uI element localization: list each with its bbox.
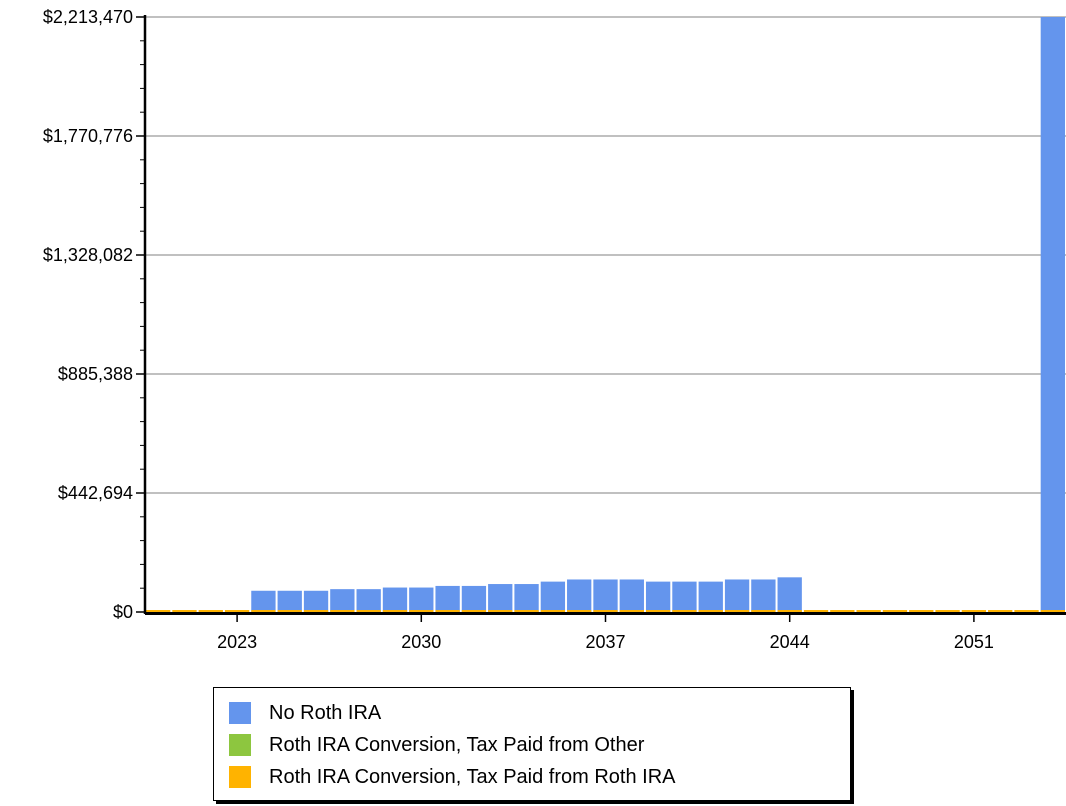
bar: [540, 610, 566, 612]
bar: [803, 610, 829, 612]
bar: [698, 610, 723, 612]
bar: [488, 610, 513, 612]
bar: [356, 610, 381, 612]
bar: [645, 581, 671, 612]
bar: [619, 579, 644, 612]
bar: [1040, 17, 1065, 612]
x-tick-label: 2044: [770, 632, 810, 652]
bar: [777, 610, 802, 612]
bar: [645, 610, 671, 612]
bar: [724, 610, 750, 612]
y-tick-label: $442,694: [58, 483, 133, 503]
bars: [146, 17, 1065, 612]
bar: [567, 579, 592, 612]
bar: [514, 610, 539, 612]
legend: No Roth IRA Roth IRA Conversion, Tax Pai…: [213, 687, 851, 801]
bar: [224, 610, 250, 612]
y-tick-label: $0: [113, 602, 133, 622]
grid-lines: [145, 16, 1066, 494]
bar: [698, 581, 723, 612]
bar: [461, 610, 487, 612]
bar: [409, 587, 434, 612]
legend-label: Roth IRA Conversion, Tax Paid from Other: [269, 733, 645, 756]
y-tick-label: $2,213,470: [43, 7, 133, 27]
chart: $0 $442,694 $885,388 $1,328,082 $1,770,776 $2…: [43, 7, 1066, 652]
legend-swatch: [229, 734, 251, 756]
bar: [619, 610, 644, 612]
bar: [724, 579, 750, 612]
bar: [593, 579, 618, 612]
bar: [330, 589, 355, 612]
y-tick-label: $885,388: [58, 364, 133, 384]
bar: [988, 610, 1013, 612]
bar: [303, 610, 329, 612]
bar: [435, 610, 460, 612]
x-tick-label: 2037: [585, 632, 625, 652]
bar: [356, 589, 381, 612]
bar: [514, 584, 539, 612]
bar: [751, 610, 776, 612]
bar: [909, 610, 934, 612]
bar: [251, 610, 276, 612]
legend-item-tax-paid-from-roth-ira: Roth IRA Conversion, Tax Paid from Roth …: [229, 764, 675, 790]
axes: [136, 15, 1066, 622]
bar: [830, 610, 855, 612]
bar: [567, 610, 592, 612]
legend-swatch: [229, 766, 251, 788]
bar: [330, 610, 355, 612]
bar: [751, 579, 776, 612]
bar: [882, 610, 908, 612]
x-tick-label: 2030: [401, 632, 441, 652]
bar: [672, 610, 697, 612]
bar: [540, 581, 566, 612]
bar: [277, 590, 302, 612]
bar: [961, 610, 987, 612]
legend-label: Roth IRA Conversion, Tax Paid from Roth …: [269, 765, 676, 788]
x-tick-label: 2023: [217, 632, 257, 652]
bar: [277, 610, 302, 612]
legend-swatch: [229, 702, 251, 724]
bar: [856, 610, 881, 612]
bar: [1014, 610, 1039, 612]
bar: [672, 581, 697, 612]
bar: [409, 610, 434, 612]
legend-label: No Roth IRA: [269, 701, 382, 724]
bar: [935, 610, 960, 612]
bar: [172, 610, 197, 612]
bar: [251, 590, 276, 612]
bar: [303, 590, 329, 612]
legend-item-no-roth-ira: No Roth IRA: [229, 700, 381, 726]
legend-item-tax-paid-from-other: Roth IRA Conversion, Tax Paid from Other: [229, 732, 644, 758]
bar: [435, 585, 460, 612]
bar: [382, 587, 408, 612]
bar: [461, 585, 487, 612]
bar: [777, 577, 802, 612]
tick-labels: $0 $442,694 $885,388 $1,328,082 $1,770,776 $2…: [43, 7, 994, 652]
bar: [382, 610, 408, 612]
bar: [488, 584, 513, 612]
y-tick-label: $1,328,082: [43, 245, 133, 265]
bar: [593, 610, 618, 612]
bar: [146, 610, 171, 612]
bar: [1040, 610, 1065, 612]
bar: [198, 610, 223, 612]
x-tick-label: 2051: [954, 632, 994, 652]
y-tick-label: $1,770,776: [43, 126, 133, 146]
